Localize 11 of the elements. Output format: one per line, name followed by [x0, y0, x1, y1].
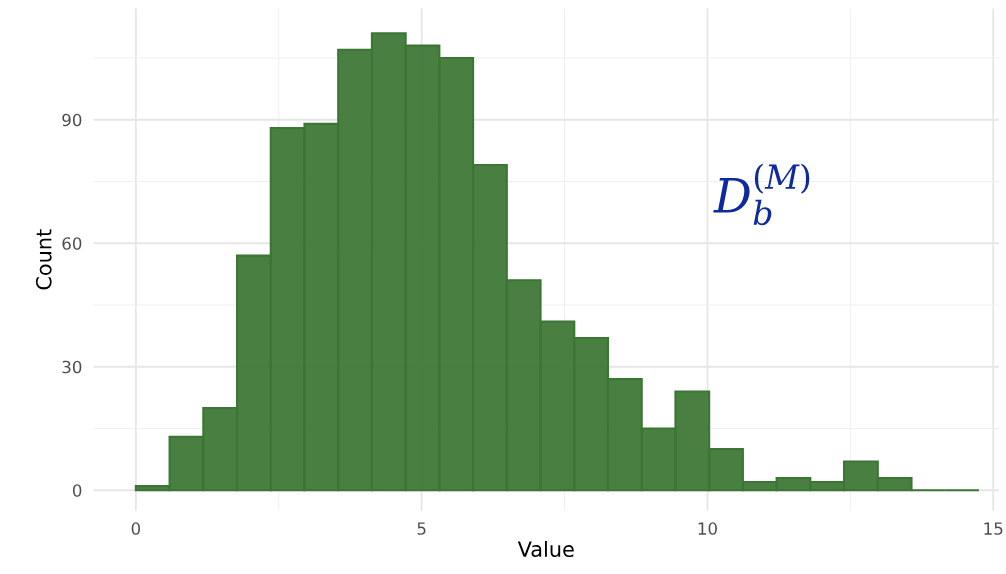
x-tick-label: 5 — [417, 522, 426, 535]
y-tick-label: 90 — [62, 113, 82, 127]
x-axis-title: Value — [517, 540, 574, 558]
y-axis-title: Count — [35, 229, 52, 290]
x-tick-label: 15 — [984, 522, 1003, 535]
annotation: D$^{(M)}$$_{b}$ — [713, 163, 810, 226]
y-tick-label: 30 — [62, 360, 82, 374]
x-tick-label: 10 — [698, 522, 717, 535]
x-tick-label: 0 — [131, 522, 141, 535]
y-tick-label: 0 — [72, 484, 82, 497]
y-tick-label: 60 — [62, 237, 82, 250]
